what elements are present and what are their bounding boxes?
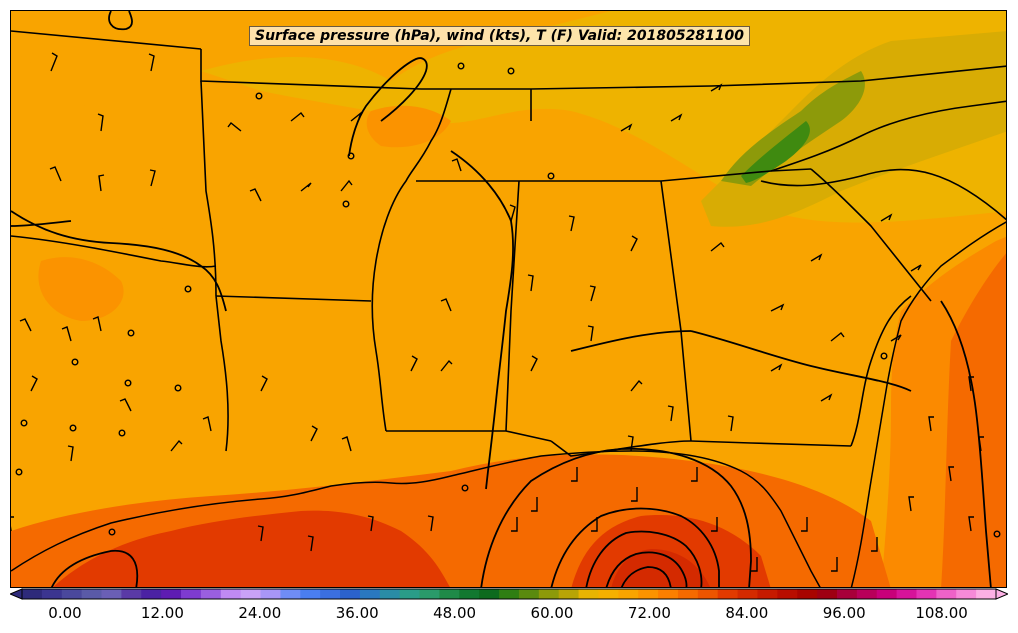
colorbar-swatch xyxy=(777,589,798,599)
colorbar-swatch xyxy=(200,589,222,599)
colorbar-swatch xyxy=(121,589,142,599)
colorbar-tick-label: 60.00 xyxy=(530,604,574,622)
colorbar-swatch xyxy=(936,589,957,599)
weather-map: Surface pressure (hPa), wind (kts), T (F… xyxy=(10,10,1007,588)
colorbar-swatch xyxy=(717,589,739,599)
colorbar-swatch xyxy=(220,589,242,599)
colorbar-swatch xyxy=(578,589,600,599)
map-canvas xyxy=(11,11,1006,587)
colorbar-swatch xyxy=(976,589,997,599)
colorbar-swatch xyxy=(260,589,282,599)
colorbar-tick-label: 24.00 xyxy=(238,604,282,622)
colorbar-swatch xyxy=(439,589,460,599)
colorbar-swatch xyxy=(876,589,898,599)
colorbar-swatch xyxy=(459,589,480,599)
colorbar-swatch xyxy=(697,589,719,599)
colorbar-swatch xyxy=(101,589,122,599)
colorbar-swatch xyxy=(797,589,818,599)
colorbar-swatch xyxy=(677,589,699,599)
colorbar-tick-label: 12.00 xyxy=(140,604,184,622)
colorbar-swatch xyxy=(379,589,401,599)
hot-zone-atlantic xyxy=(941,253,1006,587)
colorbar-swatch xyxy=(61,589,83,599)
colorbar-swatch xyxy=(817,589,838,599)
colorbar-tick-label: 84.00 xyxy=(725,604,769,622)
colorbar-swatch xyxy=(638,589,659,599)
wind-barbs xyxy=(11,52,984,572)
state-boundaries xyxy=(11,30,1006,457)
colorbar-swatch xyxy=(836,589,858,599)
colorbar-swatch xyxy=(81,589,103,599)
colorbar-swatch xyxy=(300,589,321,599)
warm-patch-texas xyxy=(38,257,124,321)
colorbar-swatch xyxy=(141,589,162,599)
colorbar-swatch xyxy=(658,589,679,599)
colorbar-swatch xyxy=(320,589,341,599)
colorbar-swatch xyxy=(479,589,500,599)
colorbar-swatch xyxy=(340,589,361,599)
colorbar-swatch xyxy=(161,589,182,599)
colorbar-swatch xyxy=(896,589,918,599)
colorbar-tick-label: 96.00 xyxy=(822,604,866,622)
colorbar-swatch xyxy=(419,589,441,599)
colorbar-swatch xyxy=(359,589,381,599)
temperature-shading xyxy=(11,11,1006,587)
colorbar-swatch xyxy=(618,589,639,599)
colorbar-swatch xyxy=(538,589,560,599)
colorbar-swatch xyxy=(558,589,580,599)
colorbar-max-extension xyxy=(995,588,1008,600)
station-circles xyxy=(15,62,1001,538)
colorbar-swatch xyxy=(757,589,778,599)
colorbar-swatch xyxy=(399,589,421,599)
colorbar-swatch xyxy=(41,589,63,599)
coastline xyxy=(11,221,1006,587)
colorbar-swatch xyxy=(499,589,520,599)
colorbar-swatch xyxy=(598,589,619,599)
colorbar-min-extension xyxy=(10,588,23,600)
cool-zone-appalachian xyxy=(701,31,1006,227)
hot-zone-gulf-west xyxy=(53,510,450,587)
warm-zone-west xyxy=(11,51,251,491)
colorbar-swatch xyxy=(280,589,301,599)
colorbar-tick-label: 108.00 xyxy=(915,604,968,622)
colorbar-tick-label: 0.00 xyxy=(48,604,82,622)
colorbar-swatch xyxy=(240,589,262,599)
cold-zone-mountains-1 xyxy=(721,71,865,186)
colorbar-swatch xyxy=(956,589,977,599)
colorbar-swatch xyxy=(737,589,759,599)
temperature-colorbar xyxy=(10,588,1008,600)
colorbar-tick-label: 48.00 xyxy=(433,604,477,622)
colorbar-tick-label: 36.00 xyxy=(335,604,379,622)
colorbar-tick-label: 72.00 xyxy=(627,604,671,622)
cold-zone-mountains-2 xyxy=(741,121,810,183)
colorbar-swatch xyxy=(518,589,540,599)
colorbar-swatch xyxy=(856,589,878,599)
colorbar-swatch xyxy=(181,589,202,599)
colorbar-swatch xyxy=(916,589,937,599)
map-title: Surface pressure (hPa), wind (kts), T (F… xyxy=(249,26,751,46)
colorbar-swatch xyxy=(22,589,43,599)
